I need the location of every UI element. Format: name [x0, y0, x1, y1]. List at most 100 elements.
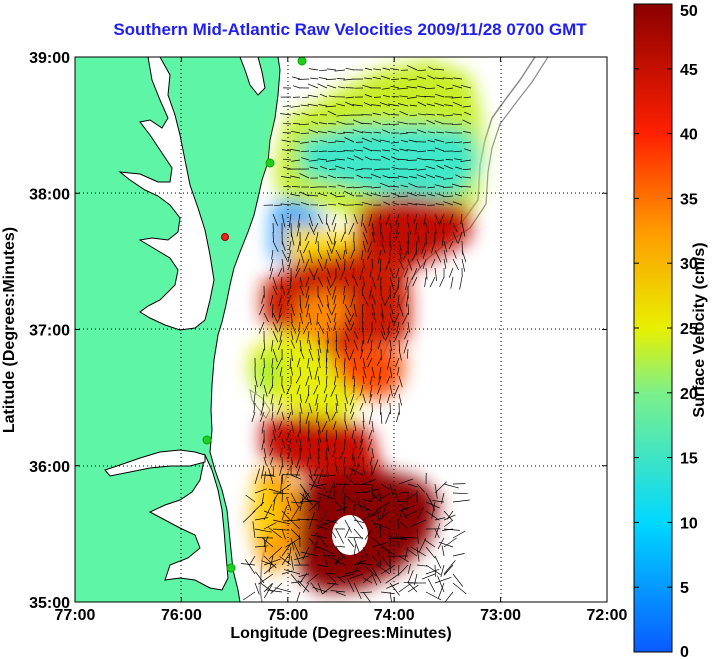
current-vector — [434, 483, 438, 499]
current-vector — [292, 140, 301, 143]
current-vector — [305, 375, 310, 387]
current-vector — [382, 175, 391, 179]
current-vector — [443, 528, 460, 531]
current-vector — [251, 411, 256, 423]
current-vector — [362, 330, 365, 344]
current-vector — [408, 182, 418, 188]
current-vector — [393, 285, 400, 298]
current-vector — [272, 240, 279, 253]
current-vector — [452, 123, 463, 126]
current-vector — [421, 573, 436, 580]
current-vector — [344, 420, 348, 431]
current-vector — [380, 492, 391, 499]
current-vector — [271, 249, 274, 260]
current-vector — [308, 500, 321, 512]
current-vector — [407, 570, 414, 584]
current-vector — [362, 240, 367, 252]
current-vector — [413, 213, 418, 225]
current-vector — [408, 168, 418, 171]
current-vector — [416, 174, 427, 179]
current-vector — [268, 546, 283, 559]
current-vector — [343, 501, 346, 514]
current-vector — [317, 492, 335, 500]
current-vector — [379, 139, 391, 143]
current-vector — [391, 95, 400, 98]
current-vector — [408, 176, 418, 179]
current-vector — [326, 573, 337, 583]
current-vector — [371, 519, 378, 529]
current-vector — [335, 546, 345, 559]
current-vector — [362, 375, 365, 385]
current-vector — [410, 546, 427, 557]
current-vector — [335, 195, 346, 198]
current-vector — [398, 393, 402, 406]
current-vector — [272, 348, 278, 363]
current-vector — [364, 77, 373, 80]
current-vector — [327, 150, 337, 153]
current-vector — [351, 429, 355, 439]
current-vector — [296, 429, 301, 443]
current-vector — [373, 168, 382, 171]
current-vector — [283, 186, 292, 188]
current-vector — [455, 193, 463, 197]
current-vector — [405, 547, 418, 557]
current-vector — [266, 589, 283, 593]
current-vector — [371, 555, 382, 567]
current-vector — [416, 157, 427, 161]
current-vector — [300, 157, 310, 161]
current-vector — [371, 492, 381, 502]
current-vector — [258, 573, 274, 585]
current-vector — [272, 402, 274, 412]
current-vector — [240, 563, 256, 566]
current-vector — [326, 321, 331, 332]
current-vector — [290, 175, 301, 179]
current-vector — [252, 501, 265, 513]
current-vector — [286, 497, 292, 512]
current-vector — [425, 510, 440, 521]
current-vector — [263, 558, 281, 566]
current-vector — [364, 94, 373, 98]
current-vector — [308, 474, 317, 486]
current-vector — [352, 104, 364, 107]
current-vector — [326, 276, 332, 289]
current-vector — [261, 420, 265, 434]
current-vector — [319, 139, 328, 143]
current-vector — [391, 148, 400, 152]
current-vector — [453, 77, 463, 80]
current-vector — [449, 213, 454, 225]
current-vector — [333, 222, 337, 232]
current-vector — [382, 111, 391, 116]
current-vector — [389, 402, 391, 415]
current-vector — [461, 240, 463, 255]
current-vector — [362, 465, 365, 475]
current-vector — [411, 249, 418, 261]
current-vector — [322, 582, 337, 595]
current-vector — [275, 357, 283, 370]
current-vector — [380, 240, 386, 254]
current-vector — [347, 166, 355, 170]
current-vector — [361, 131, 373, 134]
current-vector — [443, 537, 457, 548]
current-vector — [434, 576, 452, 584]
current-vector — [326, 249, 332, 262]
current-vector — [308, 512, 315, 530]
current-vector — [299, 483, 311, 499]
current-vector — [259, 303, 265, 315]
current-vector — [280, 447, 283, 458]
current-vector — [279, 465, 283, 476]
current-vector — [364, 67, 373, 71]
current-vector — [452, 258, 459, 271]
current-vector — [452, 201, 463, 206]
current-vector — [344, 101, 355, 107]
current-vector — [268, 468, 274, 485]
current-vector — [335, 393, 339, 406]
current-vector — [303, 240, 310, 254]
current-vector — [344, 321, 350, 332]
current-vector — [319, 93, 328, 98]
current-vector — [258, 321, 265, 334]
current-vector — [336, 120, 346, 125]
current-vector — [416, 194, 427, 197]
current-vector — [427, 75, 436, 80]
current-vector — [398, 564, 400, 576]
current-vector — [290, 456, 294, 465]
